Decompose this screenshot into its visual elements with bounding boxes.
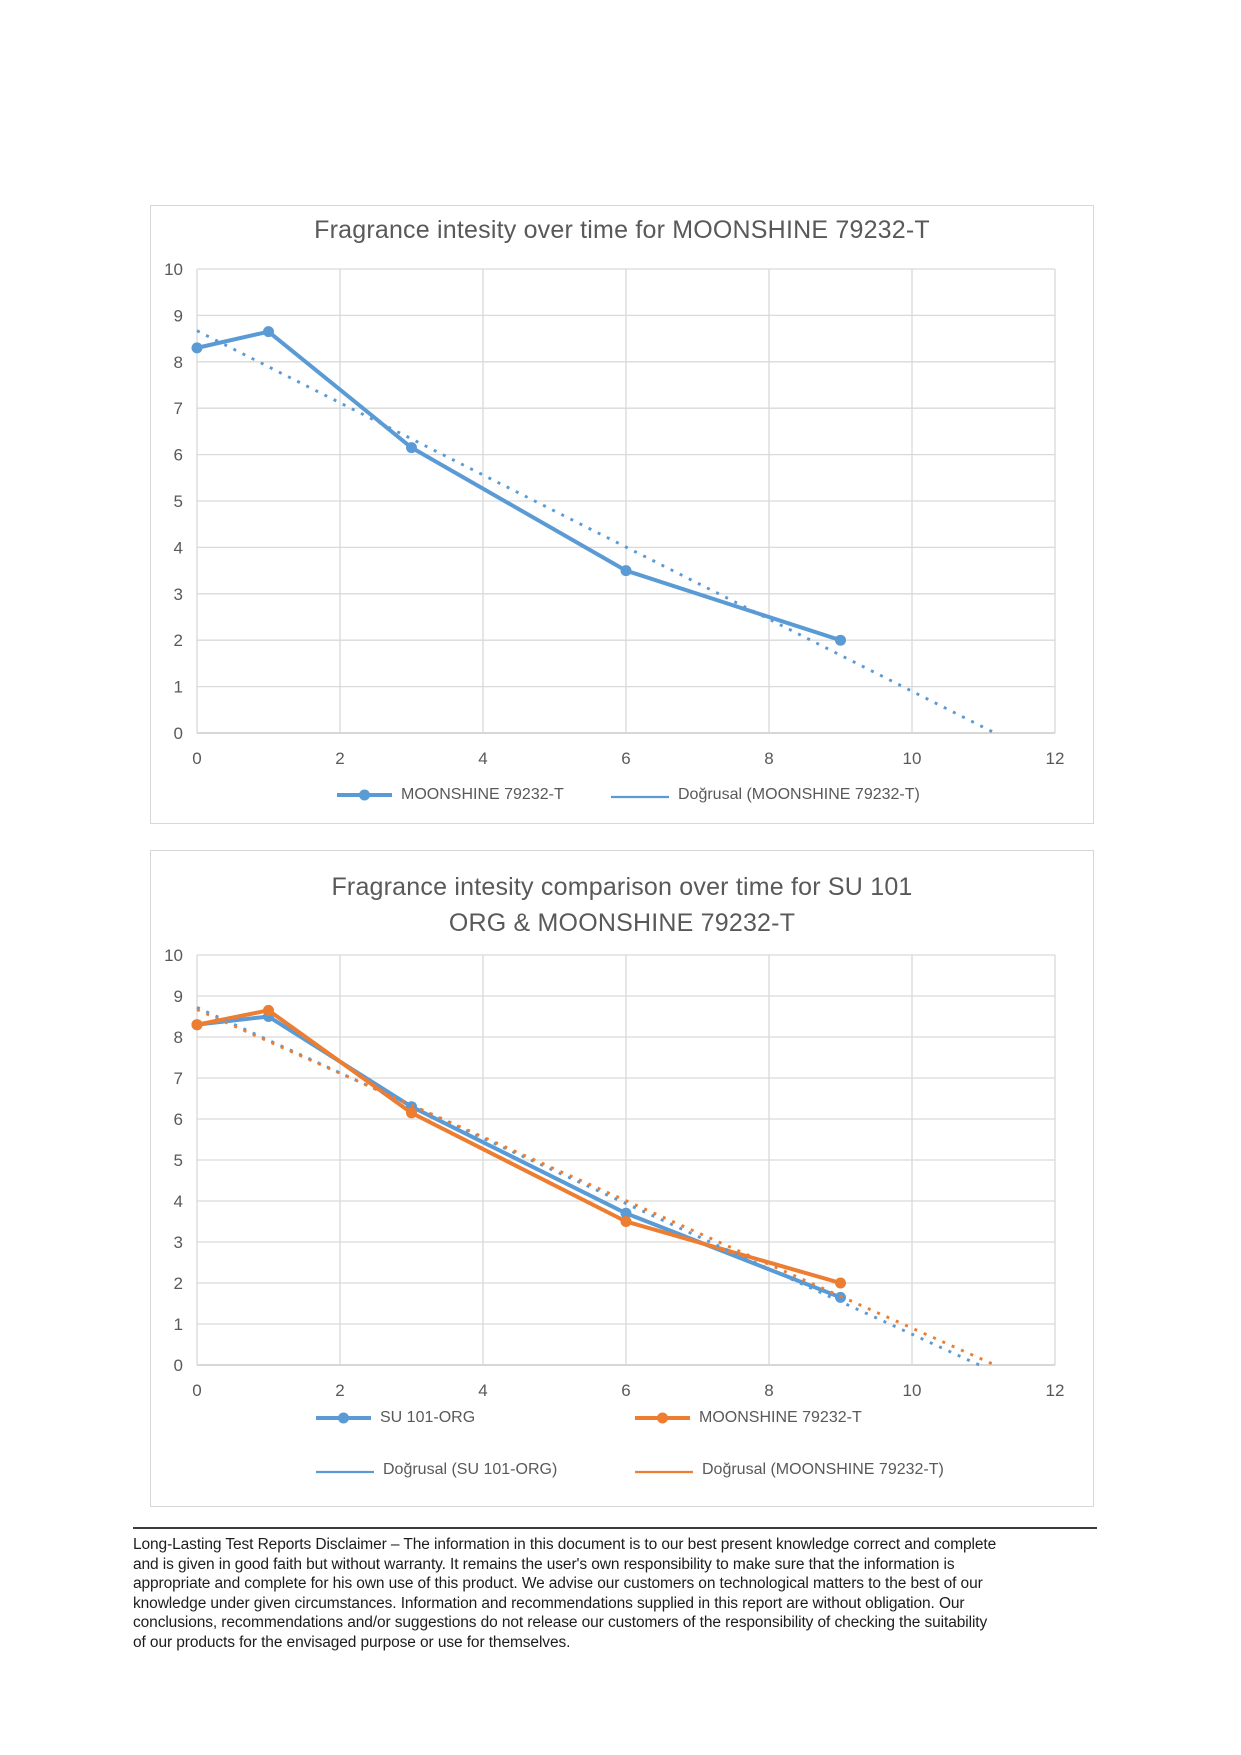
svg-text:8: 8 [764, 749, 773, 768]
svg-text:0: 0 [174, 724, 183, 743]
svg-text:10: 10 [164, 946, 183, 965]
svg-text:7: 7 [174, 399, 183, 418]
legend-label: Doğrusal (MOONSHINE 79232-T) [702, 1461, 944, 1478]
svg-text:6: 6 [621, 749, 630, 768]
svg-text:10: 10 [903, 1381, 922, 1400]
disclaimer-line: conclusions, recommendations and/or sugg… [133, 1614, 988, 1632]
svg-text:4: 4 [174, 538, 183, 557]
svg-text:3: 3 [174, 585, 183, 604]
chart-legend-row-2: Doğrusal (SU 101-ORG) Doğrusal (MOONSHINE… [151, 1459, 1093, 1481]
disclaimer-line: of our products for the envisaged purpos… [133, 1633, 571, 1651]
svg-text:6: 6 [174, 1110, 183, 1129]
legend-line-marker-icon [316, 1412, 371, 1424]
disclaimer-line: Long-Lasting Test Reports Disclaimer – T… [133, 1536, 997, 1553]
disclaimer-line: appropriate and complete for his own use… [133, 1575, 983, 1593]
svg-text:2: 2 [174, 631, 183, 650]
legend-item-trendline: Doğrusal (MOONSHINE 79232-T) [635, 1459, 944, 1481]
legend-item-series: MOONSHINE 79232-T [337, 784, 564, 806]
chart-legend-row-1: SU 101-ORG MOONSHINE 79232-T [151, 1407, 1093, 1429]
svg-text:3: 3 [174, 1233, 183, 1252]
legend-label: MOONSHINE 79232-T [699, 1409, 862, 1426]
legend-line-icon [611, 795, 669, 799]
chart-title-line2: ORG & MOONSHINE 79232-T [448, 909, 796, 937]
legend-line-icon [316, 1470, 374, 1474]
svg-text:2: 2 [335, 1381, 344, 1400]
svg-text:12: 12 [1046, 749, 1065, 768]
svg-text:0: 0 [192, 749, 201, 768]
disclaimer: Long-Lasting Test Reports Disclaimer – T… [133, 1527, 1097, 1653]
svg-text:8: 8 [174, 1028, 183, 1047]
svg-text:10: 10 [164, 260, 183, 279]
svg-text:6: 6 [621, 1381, 630, 1400]
svg-text:8: 8 [174, 353, 183, 372]
svg-text:12: 12 [1046, 1381, 1065, 1400]
svg-text:0: 0 [174, 1356, 183, 1375]
svg-text:8: 8 [764, 1381, 773, 1400]
chart-legend: MOONSHINE 79232-T Doğrusal (MOONSHINE 792… [151, 784, 1093, 806]
chart-title-line1: Fragrance intesity comparison over time … [331, 873, 913, 901]
svg-text:9: 9 [174, 306, 183, 325]
legend-line-marker-icon [337, 789, 392, 801]
legend-line-marker-icon [635, 1412, 690, 1424]
legend-item-series: SU 101-ORG [316, 1407, 475, 1429]
disclaimer-divider [133, 1527, 1097, 1529]
svg-text:9: 9 [174, 987, 183, 1006]
svg-text:4: 4 [478, 749, 487, 768]
legend-label: Doğrusal (SU 101-ORG) [383, 1461, 558, 1478]
svg-text:2: 2 [174, 1274, 183, 1293]
chart-moonshine: Fragrance intesity over time for MOONSHI… [150, 205, 1094, 824]
svg-text:1: 1 [174, 1315, 183, 1334]
svg-text:2: 2 [335, 749, 344, 768]
chart-comparison: Fragrance intesity comparison over time … [150, 850, 1094, 1507]
chart-title-text: Fragrance intesity over time for MOONSHI… [314, 216, 930, 244]
svg-text:5: 5 [174, 1151, 183, 1170]
svg-text:10: 10 [903, 749, 922, 768]
svg-text:6: 6 [174, 446, 183, 465]
svg-text:5: 5 [174, 492, 183, 511]
legend-line-icon [635, 1470, 693, 1474]
svg-text:4: 4 [174, 1192, 183, 1211]
disclaimer-line: and is given in good faith but without w… [133, 1555, 955, 1573]
legend-item-trendline: Doğrusal (SU 101-ORG) [316, 1459, 557, 1481]
legend-label: MOONSHINE 79232-T [401, 786, 564, 803]
legend-label: SU 101-ORG [380, 1409, 476, 1426]
svg-text:4: 4 [478, 1381, 487, 1400]
svg-text:0: 0 [192, 1381, 201, 1400]
svg-text:7: 7 [174, 1069, 183, 1088]
svg-text:1: 1 [174, 678, 183, 697]
legend-item-series: MOONSHINE 79232-T [635, 1407, 862, 1429]
legend-item-trendline: Doğrusal (MOONSHINE 79232-T) [611, 784, 920, 806]
legend-label: Doğrusal (MOONSHINE 79232-T) [678, 786, 920, 803]
disclaimer-line: knowledge under given circumstances. Inf… [133, 1594, 965, 1612]
chart-title: Fragrance intesity over time for MOONSHI… [151, 212, 1093, 248]
chart-title: Fragrance intesity comparison over time … [151, 869, 1093, 941]
